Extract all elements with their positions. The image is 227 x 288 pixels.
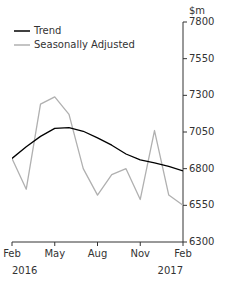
y-tick-label: 6800: [189, 163, 214, 174]
legend-label: Trend: [33, 25, 61, 36]
y-tick: [183, 205, 187, 206]
x-tick-label: Nov: [130, 248, 150, 259]
y-tick: [183, 132, 187, 133]
x-tick: [54, 242, 55, 246]
y-axis-label: $m: [189, 5, 205, 16]
y-tick: [183, 168, 187, 169]
y-tick: [183, 95, 187, 96]
x-tick: [97, 242, 98, 246]
y-tick-label: 7800: [189, 16, 214, 27]
y-tick-label: 6300: [189, 236, 214, 247]
y-tick-label: 7300: [189, 89, 214, 100]
x-tick: [12, 242, 13, 246]
legend: Trend Seasonally Adjusted: [14, 25, 135, 50]
series-line: [12, 128, 183, 171]
x-tick-label: May: [44, 248, 65, 259]
y-tick-label: 7550: [189, 53, 214, 64]
x-tick: [140, 242, 141, 246]
legend-label: Seasonally Adjusted: [34, 39, 135, 50]
year-label: 2016: [12, 265, 37, 276]
year-label: 2017: [158, 265, 183, 276]
y-tick: [183, 242, 187, 243]
legend-swatch: [14, 30, 30, 32]
y-tick-label: 7050: [189, 126, 214, 137]
x-tick-label: Feb: [3, 248, 21, 259]
series-line: [12, 97, 183, 206]
chart: 6300 6550 6800 7050 7300 7550 7800$m Feb May Aug N…: [0, 0, 227, 288]
x-tick-label: Aug: [88, 248, 108, 259]
y-tick-label: 6550: [189, 199, 214, 210]
y-tick: [183, 58, 187, 59]
legend-swatch: [14, 44, 30, 46]
plot-area: [12, 97, 183, 206]
x-tick-label: Feb: [174, 248, 192, 259]
x-tick: [183, 242, 184, 246]
y-tick: [183, 22, 187, 23]
